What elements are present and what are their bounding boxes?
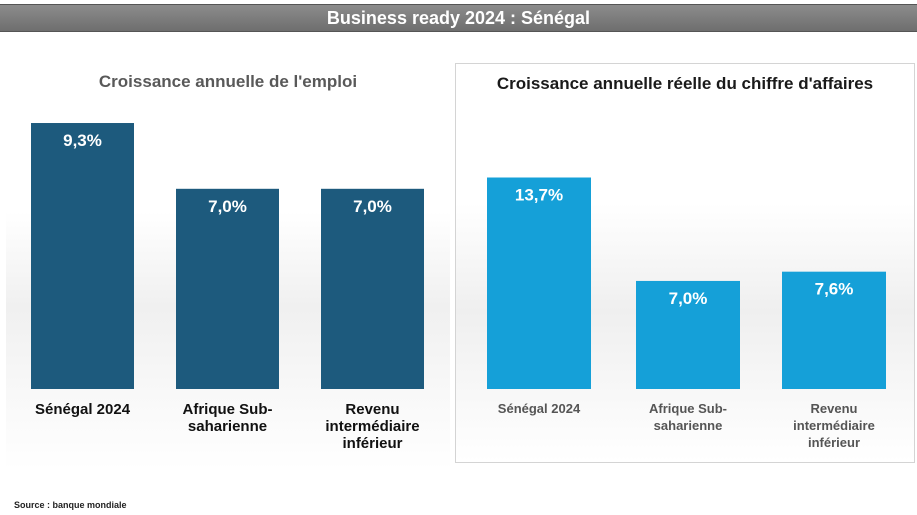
category-label-employment-1: Sénégal 2024 xyxy=(35,401,131,418)
bar-turnover-3 xyxy=(782,271,886,389)
bar-employment-1 xyxy=(31,123,134,390)
bar-employment-3 xyxy=(321,188,424,389)
chart-title-turnover: Croissance annuelle réelle du chiffre d'… xyxy=(496,74,874,93)
bar-employment-2 xyxy=(176,188,279,389)
data-label-employment-3: 7,0% xyxy=(353,197,392,216)
category-label-employment-3: Revenu intermédiaire inférieur xyxy=(325,401,419,452)
chart-employment: 9,3% Sénégal 2024 7,0% Afrique Sub-saharien… xyxy=(31,123,424,452)
data-label-turnover-2: 7,0% xyxy=(669,289,708,308)
category-label-turnover-2: Afrique Sub-saharienne xyxy=(649,401,727,433)
source-note: Source : banque mondiale xyxy=(14,500,127,510)
category-label-employment-2: Afrique Sub-saharienne xyxy=(183,401,273,435)
bar-turnover-1 xyxy=(487,177,591,389)
chart-turnover: 13,7% Sénégal 2024 7,0% Afrique Sub-saharie… xyxy=(487,177,886,450)
data-label-employment-2: 7,0% xyxy=(208,197,247,216)
chart-panel-employment: Croissance annuelle de l'emploi 9,3% Séné… xyxy=(6,40,450,470)
bar-turnover-2 xyxy=(636,280,740,389)
data-label-turnover-3: 7,6% xyxy=(815,280,854,299)
chart-panel-turnover: Croissance annuelle réelle du chiffre d'… xyxy=(455,63,915,463)
category-label-turnover-1: Sénégal 2024 xyxy=(498,401,581,416)
chart-title-employment: Croissance annuelle de l'emploi xyxy=(98,72,358,91)
data-label-employment-1: 9,3% xyxy=(63,131,102,150)
title-bar: Business ready 2024 : Sénégal xyxy=(0,4,917,32)
page-title: Business ready 2024 : Sénégal xyxy=(326,7,591,28)
data-label-turnover-1: 13,7% xyxy=(515,186,563,205)
category-label-turnover-3: Revenu intermédiaire inférieur xyxy=(793,401,875,450)
